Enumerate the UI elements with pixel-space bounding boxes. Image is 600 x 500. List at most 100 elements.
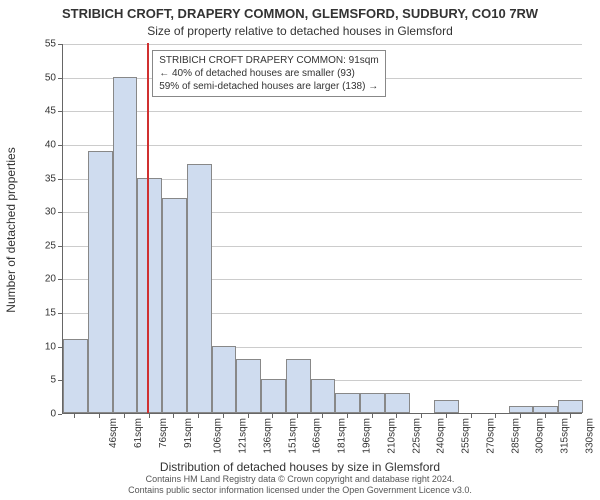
x-tick-label: 61sqm <box>133 418 144 448</box>
y-tick-label: 50 <box>26 72 56 83</box>
highlight-line <box>147 43 149 413</box>
x-tick-mark <box>520 414 521 418</box>
x-tick-label: 255sqm <box>461 418 472 454</box>
x-tick-mark <box>471 414 472 418</box>
x-tick-mark <box>74 414 75 418</box>
x-tick-mark <box>545 414 546 418</box>
y-tick-label: 15 <box>26 308 56 319</box>
x-tick-label: 315sqm <box>560 418 571 454</box>
x-tick-label: 121sqm <box>238 418 249 454</box>
y-tick-mark <box>58 145 62 146</box>
y-tick-mark <box>58 347 62 348</box>
y-tick-label: 5 <box>26 375 56 386</box>
histogram-bar <box>162 198 187 413</box>
histogram-bar <box>533 406 558 413</box>
footer-line: Contains public sector information licen… <box>0 485 600 496</box>
gridline <box>63 111 582 112</box>
y-axis-label: Number of detached properties <box>4 147 18 312</box>
chart-subtitle: Size of property relative to detached ho… <box>0 24 600 38</box>
histogram-bar <box>286 359 311 413</box>
histogram-bar <box>212 346 237 413</box>
x-tick-mark <box>99 414 100 418</box>
x-tick-mark <box>124 414 125 418</box>
y-tick-label: 55 <box>26 39 56 50</box>
x-tick-label: 285sqm <box>510 418 521 454</box>
x-tick-mark <box>372 414 373 418</box>
histogram-bar <box>385 393 410 413</box>
x-tick-label: 106sqm <box>213 418 224 454</box>
y-tick-mark <box>58 212 62 213</box>
x-tick-label: 76sqm <box>158 418 169 448</box>
histogram-bar <box>335 393 360 413</box>
y-tick-label: 10 <box>26 341 56 352</box>
x-tick-label: 210sqm <box>386 418 397 454</box>
x-tick-label: 240sqm <box>436 418 447 454</box>
x-axis-label: Distribution of detached houses by size … <box>0 460 600 474</box>
footer-line: Contains HM Land Registry data © Crown c… <box>0 474 600 485</box>
chart-container: STRIBICH CROFT, DRAPERY COMMON, GLEMSFOR… <box>0 0 600 500</box>
x-tick-mark <box>198 414 199 418</box>
x-tick-mark <box>272 414 273 418</box>
x-tick-mark <box>322 414 323 418</box>
x-tick-mark <box>297 414 298 418</box>
y-tick-label: 45 <box>26 106 56 117</box>
x-tick-label: 136sqm <box>263 418 274 454</box>
y-tick-label: 40 <box>26 139 56 150</box>
y-tick-label: 30 <box>26 207 56 218</box>
callout-box: STRIBICH CROFT DRAPERY COMMON: 91sqm ← 4… <box>152 50 385 97</box>
page-title: STRIBICH CROFT, DRAPERY COMMON, GLEMSFOR… <box>0 6 600 21</box>
y-tick-mark <box>58 111 62 112</box>
x-tick-mark <box>149 414 150 418</box>
x-tick-label: 166sqm <box>312 418 323 454</box>
x-tick-label: 46sqm <box>108 418 119 448</box>
y-tick-mark <box>58 44 62 45</box>
gridline <box>63 44 582 45</box>
histogram-bar <box>360 393 385 413</box>
footer-attribution: Contains HM Land Registry data © Crown c… <box>0 474 600 496</box>
x-tick-mark <box>446 414 447 418</box>
x-tick-mark <box>223 414 224 418</box>
histogram-bar <box>558 400 583 413</box>
x-tick-label: 91sqm <box>183 418 194 448</box>
histogram-bar <box>311 379 336 413</box>
callout-line: 59% of semi-detached houses are larger (… <box>159 80 378 93</box>
histogram-bar <box>187 164 212 413</box>
y-tick-label: 0 <box>26 409 56 420</box>
y-tick-mark <box>58 414 62 415</box>
x-tick-mark <box>173 414 174 418</box>
y-tick-label: 35 <box>26 173 56 184</box>
plot-area <box>62 44 582 414</box>
histogram-bar <box>137 178 162 413</box>
histogram-bar <box>88 151 113 413</box>
histogram-bar <box>261 379 286 413</box>
y-tick-mark <box>58 279 62 280</box>
x-tick-label: 330sqm <box>584 418 595 454</box>
callout-line: ← 40% of detached houses are smaller (93… <box>159 67 378 80</box>
x-tick-mark <box>248 414 249 418</box>
x-tick-mark <box>396 414 397 418</box>
histogram-bar <box>509 406 534 413</box>
callout-line: STRIBICH CROFT DRAPERY COMMON: 91sqm <box>159 54 378 67</box>
y-tick-mark <box>58 78 62 79</box>
gridline <box>63 145 582 146</box>
y-tick-label: 20 <box>26 274 56 285</box>
x-tick-mark <box>347 414 348 418</box>
histogram-bar <box>236 359 261 413</box>
x-tick-label: 181sqm <box>337 418 348 454</box>
histogram-bar <box>63 339 88 413</box>
histogram-bar <box>113 77 138 413</box>
y-tick-mark <box>58 380 62 381</box>
x-tick-label: 300sqm <box>535 418 546 454</box>
y-tick-mark <box>58 179 62 180</box>
x-tick-mark <box>495 414 496 418</box>
histogram-bar <box>434 400 459 413</box>
y-tick-label: 25 <box>26 240 56 251</box>
x-tick-label: 196sqm <box>362 418 373 454</box>
y-tick-mark <box>58 313 62 314</box>
x-tick-mark <box>570 414 571 418</box>
x-tick-mark <box>421 414 422 418</box>
x-tick-label: 151sqm <box>287 418 298 454</box>
x-tick-label: 225sqm <box>411 418 422 454</box>
y-tick-mark <box>58 246 62 247</box>
x-tick-label: 270sqm <box>485 418 496 454</box>
